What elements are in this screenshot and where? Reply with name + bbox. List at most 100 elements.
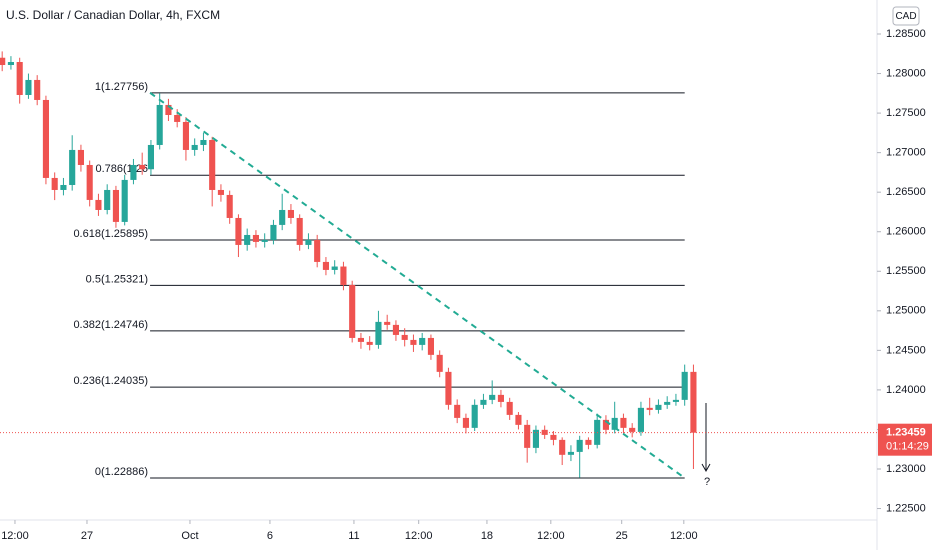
candle-body	[410, 339, 417, 345]
candle-body	[287, 209, 294, 218]
candle-body	[559, 439, 566, 455]
fib-label: 0(1.22886)	[95, 466, 148, 478]
candle-body	[252, 234, 259, 242]
candle-body	[462, 417, 469, 428]
y-tick-label: 1.25000	[886, 305, 926, 317]
candle-body	[174, 114, 181, 122]
candle-body	[506, 401, 513, 415]
candle-body	[182, 121, 189, 150]
candle-body	[532, 429, 539, 448]
y-tick-label: 1.28000	[886, 67, 926, 79]
candle-body	[130, 164, 137, 180]
candle-body	[0, 57, 6, 66]
candle-body	[655, 404, 662, 410]
fib-label: 0.618(1.25895)	[73, 228, 148, 240]
candle-body	[524, 424, 531, 448]
candle-body	[375, 321, 382, 345]
candle-body	[270, 224, 277, 240]
x-tick-label: 11	[348, 530, 359, 542]
candle-body	[427, 337, 434, 355]
candle-body	[515, 414, 522, 425]
x-tick-label: 18	[481, 530, 493, 542]
candle-body	[226, 194, 233, 218]
countdown-label: 01:14:29	[886, 441, 929, 453]
x-tick-label: 25	[616, 530, 628, 542]
candle-body	[42, 99, 49, 178]
y-tick-label: 1.24000	[886, 384, 926, 396]
candle-body	[436, 354, 443, 372]
candle-body	[296, 217, 303, 245]
candle-body	[77, 149, 84, 165]
candle-body	[25, 79, 32, 95]
candle-body	[165, 104, 172, 115]
y-tick-label: 1.27500	[886, 107, 926, 119]
candle-body	[454, 404, 461, 418]
candle-body	[672, 399, 679, 402]
fib-label: 0.382(1.24746)	[73, 319, 148, 331]
y-tick-label: 1.26500	[886, 186, 926, 198]
y-tick-label: 1.23000	[886, 463, 926, 475]
fib-label: 0.5(1.25321)	[86, 273, 148, 285]
candle-body	[419, 337, 426, 345]
candle-body	[611, 417, 618, 430]
candle-body	[489, 394, 496, 400]
candle-body	[357, 337, 364, 342]
candle-body	[69, 149, 76, 185]
candle-body	[121, 179, 128, 222]
candle-body	[637, 407, 644, 432]
y-tick-label: 1.26000	[886, 226, 926, 238]
candle-body	[86, 164, 93, 200]
candle-body	[147, 144, 154, 170]
candle-body	[331, 266, 338, 270]
x-tick-label: Oct	[181, 530, 198, 542]
candle-body	[340, 266, 347, 285]
x-tick-label: 12:00	[670, 530, 698, 542]
candle-body	[541, 429, 548, 435]
candle-body	[314, 239, 321, 262]
candle-body	[322, 261, 329, 270]
candle-body	[550, 434, 557, 440]
candle-body	[244, 234, 251, 245]
candle-body	[235, 217, 242, 245]
currency-label: CAD	[895, 11, 916, 22]
candle-body	[620, 417, 627, 428]
candle-body	[191, 144, 198, 150]
candle-body	[384, 321, 391, 325]
candle-body	[279, 209, 286, 225]
candle-body	[7, 62, 14, 66]
candle-body	[681, 371, 688, 400]
candle-body	[60, 184, 67, 190]
candle-body	[392, 324, 399, 335]
candle-body	[646, 407, 653, 410]
currency-box	[892, 6, 920, 26]
candle-body	[349, 284, 356, 338]
candle-body	[664, 401, 671, 405]
candle-body	[497, 394, 504, 402]
candle-body	[567, 451, 574, 455]
fib-label: 1(1.27756)	[95, 81, 148, 93]
x-tick-label: 12:00	[405, 530, 433, 542]
candle-body	[139, 164, 146, 170]
candle-body	[34, 79, 41, 100]
chart-title: U.S. Dollar / Canadian Dollar, 4h, FXCM	[6, 8, 220, 22]
candle-body	[217, 189, 224, 195]
candle-body	[445, 371, 452, 405]
x-tick-label: 12:00	[1, 530, 29, 542]
last-price-box	[878, 423, 932, 456]
y-tick-label: 1.25500	[886, 265, 926, 277]
candle-body	[104, 189, 111, 210]
annotation: ?	[704, 476, 710, 488]
y-tick-label: 1.27000	[886, 147, 926, 159]
x-tick-label: 6	[267, 530, 273, 542]
candle-body	[401, 334, 408, 340]
arrow-head	[701, 463, 711, 473]
candle-body	[602, 419, 609, 430]
candle-body	[690, 371, 697, 433]
last-price-label: 1.23459	[886, 427, 926, 439]
y-tick-label: 1.24500	[886, 344, 926, 356]
candle-body	[209, 139, 216, 190]
x-tick-label: 12:00	[537, 530, 565, 542]
candle-body	[471, 404, 478, 428]
